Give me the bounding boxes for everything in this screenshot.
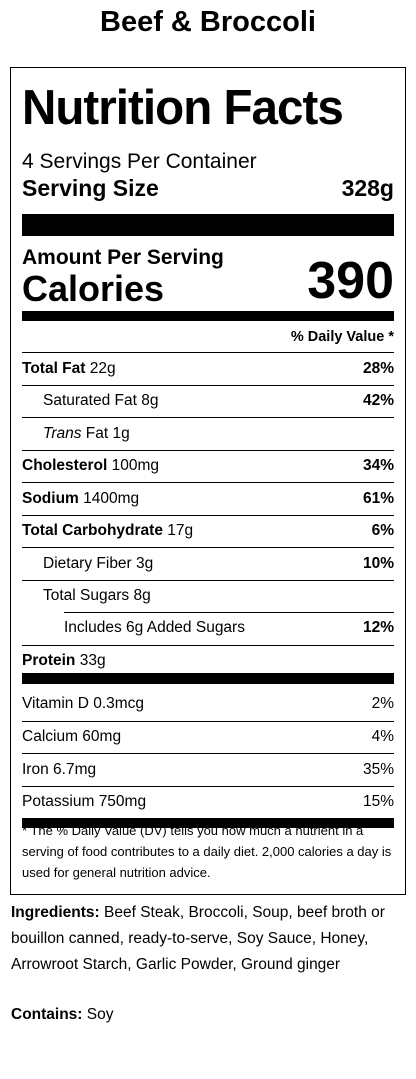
amount-per-serving: Amount Per Serving bbox=[22, 246, 224, 269]
calories-value: 390 bbox=[307, 252, 394, 310]
nutrient-amount: 17g bbox=[167, 522, 194, 540]
nutrient-name: Cholesterol bbox=[22, 457, 108, 475]
vitamin-amount: 60mg bbox=[82, 728, 122, 746]
nutrient-dv: 10% bbox=[362, 554, 394, 572]
servings-per-container: 4 Servings Per Container bbox=[22, 150, 257, 173]
vitamin-dv: 4% bbox=[371, 728, 394, 746]
vitamin-dv: 35% bbox=[362, 760, 394, 778]
nutrient-amount: 22g bbox=[89, 359, 116, 377]
vitamin-row-calcium: Calcium 60mg 4% bbox=[22, 720, 394, 754]
nutrient-name: Dietary Fiber bbox=[43, 554, 132, 572]
nutrient-dv: 12% bbox=[362, 619, 394, 637]
vitamin-row-potassium: Potassium 750mg 15% bbox=[22, 785, 394, 819]
allergen-contains: Contains: Soy bbox=[11, 1002, 114, 1028]
vitamin-name: Calcium bbox=[22, 728, 78, 746]
daily-value-header: % Daily Value * bbox=[290, 329, 394, 345]
nutrient-amount: 8g bbox=[141, 392, 159, 410]
nutrient-dv: 42% bbox=[362, 392, 394, 410]
vitamin-dv: 2% bbox=[371, 695, 394, 713]
nutrient-row-cholesterol: Cholesterol 100mg 34% bbox=[22, 449, 394, 483]
nutrient-row-total-sugars: Total Sugars 8g bbox=[22, 579, 394, 613]
thick-divider bbox=[22, 214, 394, 236]
nutrient-row-added-sugars: Includes 6g Added Sugars 12% bbox=[22, 612, 394, 645]
vitamin-amount: 6.7mg bbox=[53, 760, 97, 778]
nutrient-amount: 33g bbox=[79, 652, 106, 670]
vitamin-amount: 0.3mcg bbox=[93, 695, 145, 713]
nutrient-dv: 61% bbox=[362, 489, 394, 507]
nutrient-name: Total Carbohydrate bbox=[22, 522, 163, 540]
daily-value-footnote: * The % Daily Value (DV) tells you how m… bbox=[22, 823, 392, 880]
nutrient-name: Saturated Fat bbox=[43, 392, 137, 410]
nutrient-amount: 8g bbox=[133, 587, 151, 605]
nutrient-row-sodium: Sodium 1400mg 61% bbox=[22, 482, 394, 515]
nutrient-row-dietary-fiber: Dietary Fiber 3g 10% bbox=[22, 547, 394, 580]
recipe-title: Beef & Broccoli bbox=[100, 6, 316, 38]
nutrient-name: Trans bbox=[43, 424, 82, 442]
vitamin-name: Vitamin D bbox=[22, 695, 89, 713]
ingredients-text: Beef Steak, Broccoli, Soup, beef broth o… bbox=[11, 904, 385, 973]
serving-size-value: 328g bbox=[341, 175, 394, 201]
nutrition-facts-label: Nutrition Facts 4 Servings Per Container… bbox=[10, 67, 406, 895]
nutrition-facts-heading: Nutrition Facts bbox=[22, 81, 344, 135]
nutrient-amount: 1g bbox=[112, 424, 130, 442]
nutrient-row-total-carbohydrate: Total Carbohydrate 17g 6% bbox=[22, 514, 394, 548]
contains-text: Soy bbox=[86, 1006, 114, 1023]
nutrient-list: Total Fat 22g 28% Saturated Fat 8g 42% T… bbox=[22, 352, 394, 828]
vitamin-amount: 750mg bbox=[98, 793, 147, 811]
added-sugars-divider bbox=[64, 612, 394, 613]
vitamin-name: Iron bbox=[22, 760, 49, 778]
ingredients-label: Ingredients: bbox=[11, 904, 100, 921]
nutrient-dv: 6% bbox=[371, 522, 394, 540]
nutrient-row-protein: Protein 33g bbox=[22, 644, 394, 678]
nutrient-name: Total Sugars bbox=[43, 587, 130, 605]
nutrient-row-total-fat: Total Fat 22g 28% bbox=[22, 352, 394, 385]
calories-row: Calories 390 bbox=[22, 253, 394, 307]
nutrient-row-saturated-fat: Saturated Fat 8g 42% bbox=[22, 384, 394, 418]
serving-size-label: Serving Size bbox=[22, 175, 159, 201]
nutrient-name: Protein bbox=[22, 652, 76, 670]
nutrient-name: Total Fat bbox=[22, 359, 86, 377]
vitamin-row-iron: Iron 6.7mg 35% bbox=[22, 753, 394, 786]
ingredients: Ingredients: Beef Steak, Broccoli, Soup,… bbox=[11, 900, 406, 978]
serving-size-row: Serving Size 328g bbox=[22, 175, 394, 202]
nutrient-name: Includes 6g Added Sugars bbox=[64, 619, 245, 637]
nutrient-dv: 28% bbox=[362, 359, 394, 377]
nutrient-amount: 3g bbox=[136, 554, 154, 572]
nutrient-amount: 100mg bbox=[111, 457, 159, 475]
vitamin-row-vitamin-d: Vitamin D 0.3mcg 2% bbox=[22, 688, 394, 721]
nutrient-row-trans-fat: Trans Fat 1g bbox=[22, 417, 394, 450]
vitamin-dv: 15% bbox=[362, 793, 394, 811]
nutrient-name-suffix: Fat bbox=[85, 424, 109, 442]
vitamins-divider bbox=[22, 673, 394, 684]
contains-label: Contains: bbox=[11, 1006, 83, 1023]
medium-divider bbox=[22, 311, 394, 321]
nutrient-name: Sodium bbox=[22, 489, 79, 507]
footnote-divider bbox=[22, 818, 394, 828]
nutrient-amount: 1400mg bbox=[83, 489, 140, 507]
calories-label: Calories bbox=[22, 268, 165, 309]
vitamin-name: Potassium bbox=[22, 793, 95, 811]
nutrient-dv: 34% bbox=[362, 457, 394, 475]
